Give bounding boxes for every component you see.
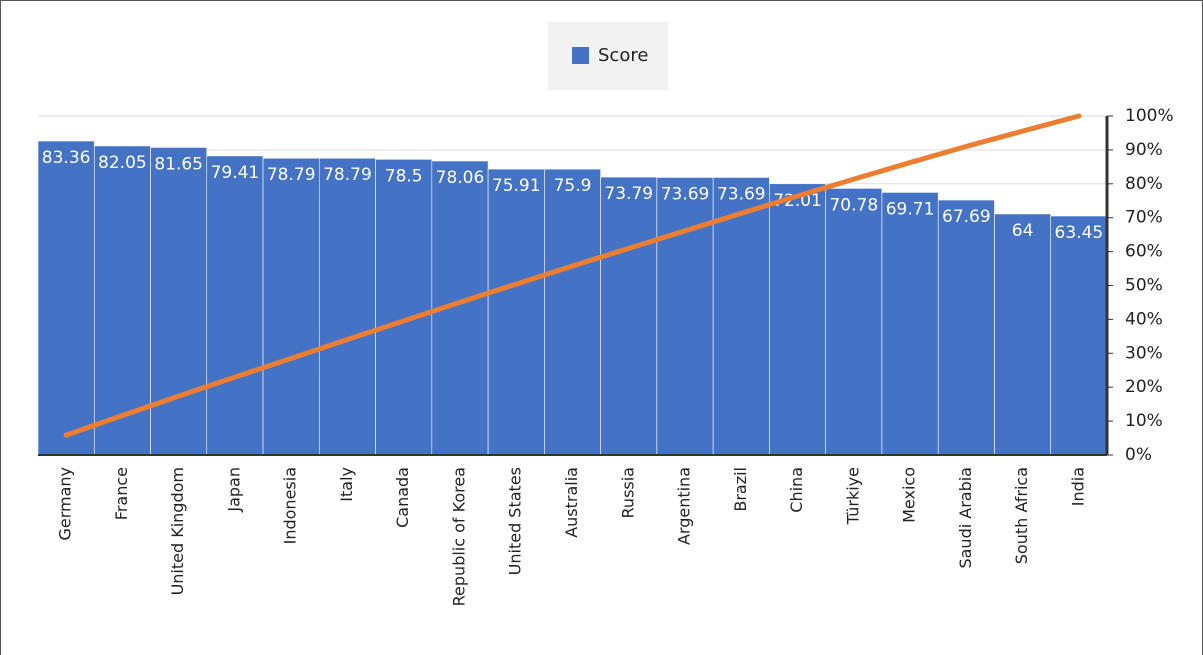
legend-box	[548, 22, 668, 90]
data-label: 78.5	[385, 166, 423, 186]
x-tick-label: Saudi Arabia	[956, 467, 975, 569]
bar	[150, 147, 208, 456]
x-tick-label: United Kingdom	[168, 467, 187, 595]
y2-tick-label: 70%	[1125, 208, 1163, 228]
x-tick-label: Brazil	[731, 467, 750, 512]
data-label: 72.01	[773, 191, 822, 211]
y2-tick-label: 100%	[1125, 106, 1174, 126]
bar	[656, 177, 714, 456]
data-label: 69.71	[886, 199, 935, 219]
data-label: 78.79	[323, 165, 372, 185]
bar	[319, 157, 376, 456]
cumulative-line	[63, 113, 1082, 438]
bar	[937, 199, 995, 456]
x-tick-label: Mexico	[900, 467, 919, 523]
bar	[431, 160, 489, 456]
y2-tick-label: 60%	[1125, 242, 1163, 262]
y2-tick-label: 20%	[1125, 377, 1163, 397]
y2-tick-label: 40%	[1125, 309, 1163, 329]
legend-swatch	[572, 47, 589, 64]
data-label: 79.41	[211, 163, 260, 183]
x-tick-label: China	[787, 467, 806, 513]
data-label: 67.69	[942, 207, 991, 227]
y2-tick-label: 10%	[1125, 411, 1163, 431]
bar	[600, 176, 658, 456]
bar	[544, 168, 601, 456]
bar	[487, 168, 545, 456]
x-tick-label: Indonesia	[281, 467, 300, 544]
bar	[262, 157, 320, 456]
data-label: 83.36	[42, 148, 91, 168]
x-tick-label: Japan	[224, 467, 243, 513]
data-label: 78.79	[267, 165, 316, 185]
x-tick-label: Canada	[393, 467, 412, 528]
data-label: 64	[1012, 221, 1034, 241]
x-tick-label: India	[1068, 467, 1087, 506]
x-tick-label: Italy	[337, 467, 356, 502]
bar	[825, 188, 883, 456]
legend: Score	[548, 22, 668, 90]
x-tick-label: Germany	[56, 467, 75, 541]
bar	[769, 183, 826, 456]
legend-label: Score	[598, 45, 648, 66]
data-label: 78.06	[436, 168, 485, 188]
x-tick-label: United States	[506, 467, 525, 575]
y2-tick-label: 30%	[1125, 343, 1163, 363]
y2-tick-label: 90%	[1125, 140, 1163, 160]
bar	[1050, 215, 1108, 456]
bar	[881, 192, 939, 456]
data-label: 75.91	[492, 176, 541, 196]
bar	[93, 145, 151, 456]
x-tick-label: Australia	[562, 467, 581, 538]
bar	[712, 177, 770, 456]
x-tick-label: South Africa	[1012, 467, 1031, 564]
x-tick-label: Argentina	[675, 467, 694, 545]
bar	[375, 159, 433, 456]
y2-tick-label: 80%	[1125, 174, 1163, 194]
data-label: 81.65	[154, 154, 203, 174]
y2-tick-label: 0%	[1125, 445, 1152, 465]
x-tick-label: France	[112, 467, 131, 520]
data-label: 73.69	[717, 184, 766, 204]
data-label: 73.79	[604, 184, 653, 204]
bar	[37, 140, 95, 456]
y2-tick-label: 50%	[1125, 276, 1163, 296]
x-tick-label: Türkiye	[843, 467, 862, 525]
data-label: 70.78	[829, 195, 878, 215]
bar	[994, 213, 1052, 456]
x-tick-label: Russia	[618, 467, 637, 518]
data-label: 73.69	[661, 184, 710, 204]
data-label: 82.05	[98, 153, 147, 173]
data-label: 75.9	[554, 176, 592, 196]
data-label: 63.45	[1055, 223, 1104, 243]
x-tick-label: Republic of Korea	[449, 467, 468, 606]
bar	[206, 155, 264, 456]
